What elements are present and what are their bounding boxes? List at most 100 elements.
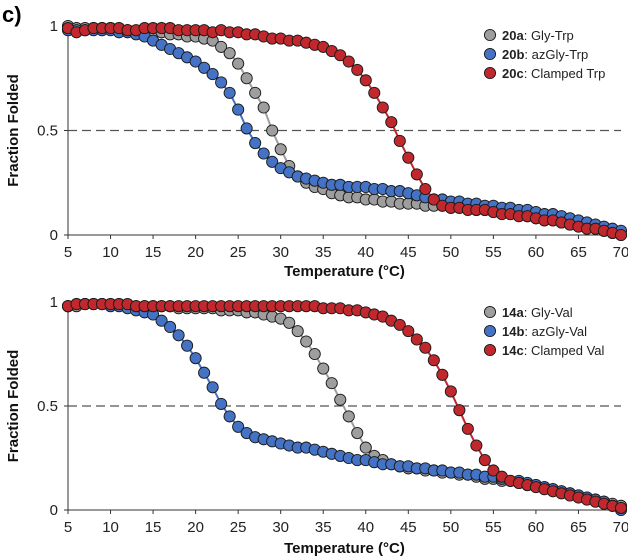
legend-marker xyxy=(483,324,497,338)
legend-series-name: Gly-Val xyxy=(531,305,573,320)
chart-bottom: 5 10 15 20 25 30 35 40 45 50 55 60 65 70 0 0.5 1 Temperat… xyxy=(5,294,628,557)
y-tick-label: 0 xyxy=(50,227,58,244)
data-point xyxy=(317,362,330,375)
data-point xyxy=(419,341,432,354)
legend-series-name: Clamped Trp xyxy=(531,66,605,81)
data-point xyxy=(334,49,347,62)
x-tick-label: 10 xyxy=(102,519,119,536)
data-point xyxy=(206,68,219,81)
data-point xyxy=(342,55,355,68)
data-point xyxy=(487,464,500,477)
data-point xyxy=(232,57,245,70)
x-tick-label: 50 xyxy=(443,244,460,261)
chart-top: 5 10 15 20 25 30 35 40 45 50 55 60 65 70 0 0.5 1 Temperat… xyxy=(5,18,628,280)
data-point xyxy=(223,47,236,60)
legend-marker xyxy=(483,343,497,357)
data-point xyxy=(215,397,228,410)
x-tick-label: 20 xyxy=(187,244,204,261)
x-tick-label: 10 xyxy=(102,244,119,261)
data-point xyxy=(215,76,228,89)
legend-colon: : xyxy=(524,28,531,43)
legend-marker xyxy=(483,305,497,319)
data-point xyxy=(351,63,364,76)
y-axis-label: Fraction Folded xyxy=(5,74,22,187)
data-point xyxy=(402,151,415,164)
y-tick-label: 0 xyxy=(50,502,58,519)
x-tick-label: 45 xyxy=(400,519,417,536)
legend-series-name: azGly-Trp xyxy=(532,47,589,62)
legend-compound-id: 14a xyxy=(502,305,524,320)
data-point xyxy=(478,454,491,467)
data-point xyxy=(325,377,338,390)
legend-compound-id: 20c xyxy=(502,66,524,81)
legend-entry: 20a: Gly-Trp xyxy=(502,28,574,43)
legend-colon: : xyxy=(524,343,531,358)
data-point xyxy=(359,441,372,454)
x-tick-label: 40 xyxy=(357,519,374,536)
legend-series-name: Clamped Val xyxy=(531,343,605,358)
data-point xyxy=(164,320,177,334)
data-point xyxy=(249,136,262,150)
data-point xyxy=(393,134,406,147)
legend-series-name: azGly-Val xyxy=(532,324,587,339)
legend-entry: 20b: azGly-Trp xyxy=(502,47,588,62)
data-point xyxy=(172,329,185,342)
data-point xyxy=(181,339,194,352)
data-point xyxy=(402,325,415,338)
data-point xyxy=(257,147,270,160)
legend-compound-id: 20b xyxy=(502,47,524,62)
legend-entry: 14b: azGly-Val xyxy=(502,324,587,339)
data-point xyxy=(334,393,347,406)
data-point xyxy=(461,422,474,435)
data-point xyxy=(444,385,457,398)
data-point xyxy=(206,381,219,394)
data-point xyxy=(240,72,253,85)
data-point xyxy=(368,86,381,99)
data-point xyxy=(155,314,168,327)
legend-colon: : xyxy=(524,66,531,81)
data-point xyxy=(410,168,423,181)
data-point xyxy=(308,347,321,361)
x-tick-label: 25 xyxy=(230,244,247,261)
data-point xyxy=(453,404,466,417)
x-tick-label: 35 xyxy=(315,519,332,536)
y-tick-label: 0.5 xyxy=(37,123,58,140)
series-14c xyxy=(61,298,628,514)
x-tick-label: 60 xyxy=(528,519,545,536)
x-tick-label: 5 xyxy=(64,244,72,261)
legend-marker xyxy=(483,28,497,42)
x-tick-label: 15 xyxy=(145,519,162,536)
data-point xyxy=(300,335,313,348)
legend-entry: 14c: Clamped Val xyxy=(502,343,605,358)
data-point xyxy=(266,124,279,137)
data-point xyxy=(232,420,245,433)
data-point xyxy=(240,122,253,135)
legend-compound-id: 14c xyxy=(502,343,524,358)
data-point xyxy=(419,182,432,196)
x-tick-label: 5 xyxy=(64,519,72,536)
data-point xyxy=(257,101,270,114)
data-point xyxy=(614,228,628,242)
legend-series-name: Gly-Trp xyxy=(531,28,574,43)
x-tick-label: 25 xyxy=(230,519,247,536)
x-tick-label: 15 xyxy=(145,244,162,261)
legend-compound-id: 14b xyxy=(502,324,524,339)
x-tick-label: 55 xyxy=(485,519,502,536)
legend-colon: : xyxy=(524,324,531,339)
data-point xyxy=(249,86,262,99)
data-point xyxy=(427,193,440,206)
panel-label: c) xyxy=(2,2,22,27)
data-point xyxy=(215,40,228,53)
x-tick-label: 55 xyxy=(485,244,502,261)
data-point xyxy=(189,352,202,365)
legend-colon: : xyxy=(524,47,531,62)
data-point xyxy=(223,410,236,423)
x-axis-label: Temperature (°C) xyxy=(284,540,405,557)
series-20c xyxy=(61,22,628,242)
y-tick-label: 1 xyxy=(50,294,58,311)
x-tick-label: 40 xyxy=(357,244,374,261)
data-point xyxy=(614,501,628,514)
data-point xyxy=(291,325,304,338)
data-point xyxy=(189,55,202,68)
